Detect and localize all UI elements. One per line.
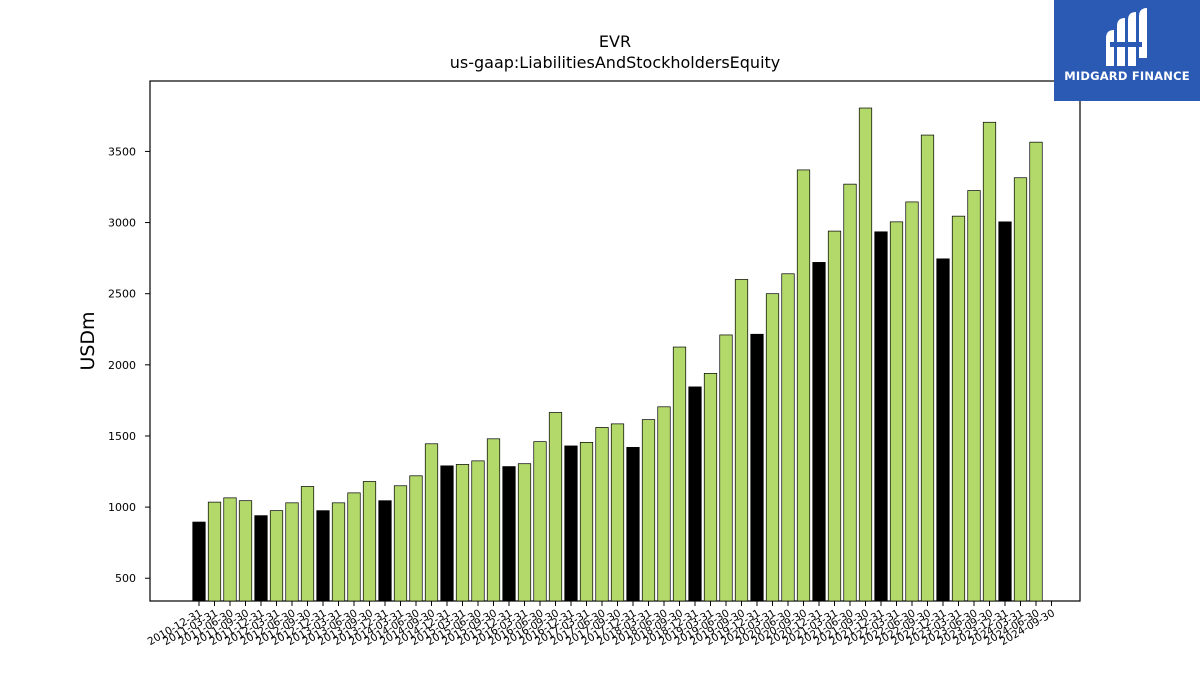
y-tick-label: 500 <box>115 572 136 585</box>
logo-text: MIDGARD FINANCE <box>1064 69 1190 83</box>
bar <box>362 481 377 602</box>
bar <box>331 502 346 602</box>
bar <box>1013 177 1028 602</box>
bar <box>967 190 981 602</box>
bar <box>998 221 1012 602</box>
y-tick-label: 2500 <box>108 288 136 301</box>
bar <box>1029 141 1043 602</box>
chart-subtitle: us-gaap:LiabilitiesAndStockholdersEquity <box>449 53 781 72</box>
y-tick-label: 2000 <box>108 359 136 372</box>
bar <box>269 510 284 602</box>
bar <box>254 515 268 602</box>
bar <box>207 501 222 602</box>
bar <box>548 412 563 602</box>
bar <box>440 465 454 602</box>
bar <box>455 464 470 602</box>
bar <box>626 446 640 602</box>
bar <box>393 485 408 602</box>
bar <box>719 334 733 602</box>
bar <box>874 231 888 602</box>
bar <box>579 442 594 602</box>
bar <box>378 500 392 602</box>
bar <box>905 201 919 602</box>
bar <box>889 221 904 602</box>
bar <box>641 419 656 602</box>
bar <box>192 521 206 602</box>
bar <box>347 492 361 602</box>
y-tick-label: 3000 <box>108 217 136 230</box>
bar <box>858 107 873 602</box>
bar <box>672 346 687 602</box>
bar <box>223 497 237 602</box>
y-tick-label: 3500 <box>108 145 136 158</box>
bar <box>471 460 485 602</box>
midgard-finance-logo: MIDGARD FINANCE <box>1054 0 1200 101</box>
bar <box>517 463 532 602</box>
bar <box>796 169 811 602</box>
bar <box>843 183 857 602</box>
bar <box>595 427 609 602</box>
bar <box>765 293 780 602</box>
bar <box>610 423 625 602</box>
bar <box>300 486 315 602</box>
chart-title: EVR <box>598 32 632 51</box>
bar <box>781 273 795 602</box>
bar <box>533 441 547 602</box>
y-tick-label: 1500 <box>108 430 136 443</box>
bar <box>936 258 950 602</box>
bar <box>285 502 299 602</box>
bar <box>750 333 764 602</box>
bar <box>424 443 439 602</box>
bar <box>564 445 578 602</box>
bar <box>920 134 935 602</box>
bar <box>734 279 749 602</box>
bar <box>316 510 330 602</box>
bar <box>951 215 966 602</box>
bar <box>812 262 826 602</box>
bar <box>657 406 671 602</box>
bar <box>982 121 997 602</box>
bar <box>703 373 718 602</box>
midgard-logo-icon <box>1106 8 1147 66</box>
bar <box>409 475 423 602</box>
bar <box>688 386 702 602</box>
bar <box>486 438 501 602</box>
bar <box>827 230 842 602</box>
bar <box>238 500 253 602</box>
bar <box>502 466 516 602</box>
y-axis-label: USDm <box>77 311 99 370</box>
y-tick-label: 1000 <box>108 501 136 514</box>
